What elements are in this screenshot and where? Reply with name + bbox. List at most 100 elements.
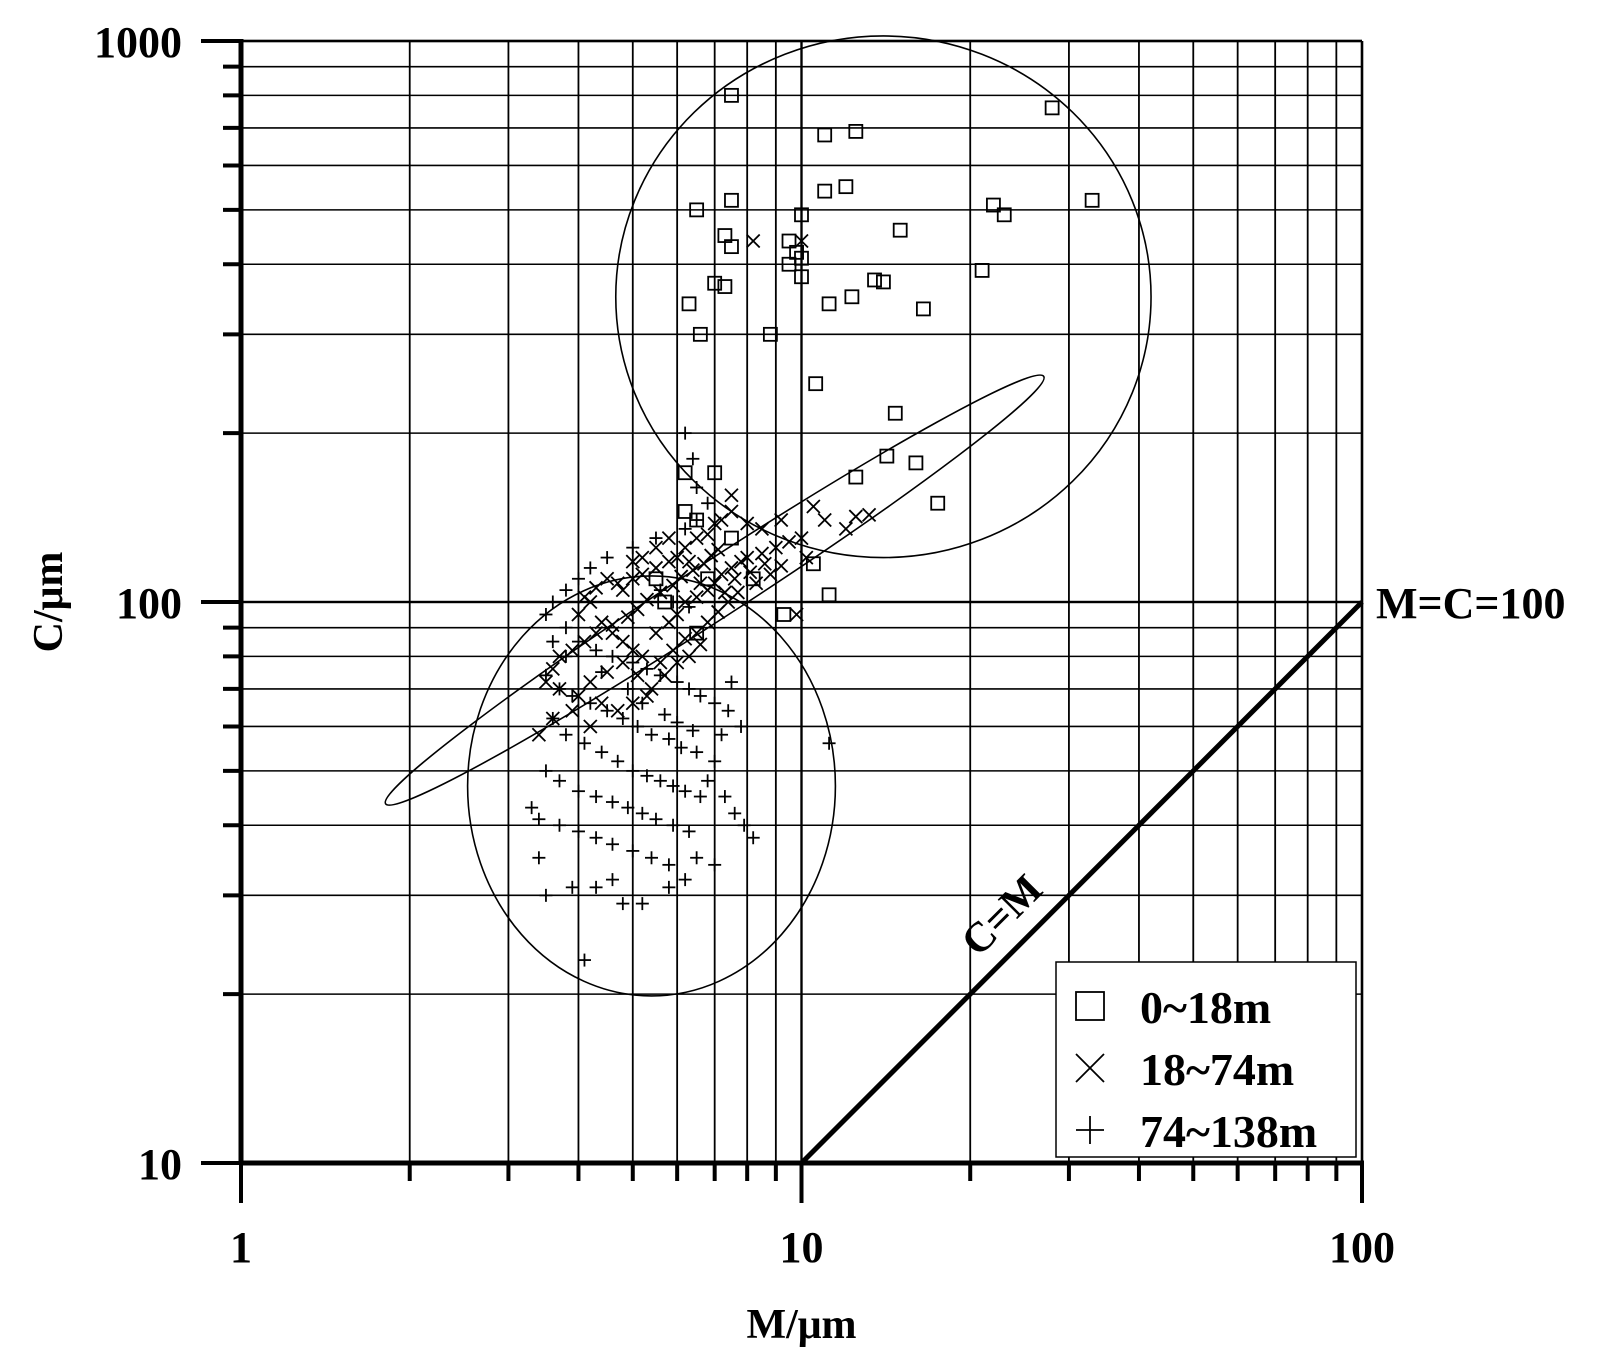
- point-x-stroke: [677, 594, 693, 610]
- point-x-stroke: [635, 649, 650, 664]
- point-plus: [616, 897, 630, 911]
- point-plus: [539, 888, 553, 902]
- point-x-stroke: [693, 576, 708, 591]
- point-plus: [552, 682, 566, 696]
- point-plus: [616, 711, 630, 725]
- point-square: [1075, 991, 1105, 1021]
- point-plus: [565, 880, 579, 894]
- point-square: [692, 326, 708, 342]
- point-x: [794, 233, 809, 249]
- legend-label: 0~18m: [1140, 982, 1271, 1033]
- point-x-stroke: [620, 609, 635, 625]
- point-x: [789, 607, 804, 622]
- point-square: [762, 326, 778, 342]
- point-plus: [626, 656, 640, 670]
- point-x-stroke: [693, 637, 708, 652]
- point-x-stroke: [588, 626, 604, 641]
- point-x-stroke: [689, 530, 704, 546]
- point-plus: [546, 595, 560, 609]
- cluster-ellipse: [466, 575, 837, 997]
- point-x-stroke: [648, 626, 664, 641]
- point-x: [689, 590, 704, 605]
- point-plus: [690, 745, 704, 759]
- point-plus: [701, 774, 715, 788]
- point-x-stroke: [615, 634, 630, 649]
- point-plus: [682, 682, 696, 696]
- point-square: [781, 233, 797, 249]
- point-plus: [708, 858, 722, 872]
- point-x-stroke: [577, 590, 592, 605]
- point-x-stroke: [724, 504, 739, 519]
- point-x-stroke: [588, 580, 604, 595]
- c-equals-m-line: [799, 600, 1364, 1165]
- point-plus: [577, 736, 591, 750]
- point-plus: [559, 728, 573, 742]
- point-square: [794, 207, 809, 223]
- point-x-stroke: [740, 516, 755, 531]
- point-plus: [595, 665, 609, 679]
- point-x-stroke: [630, 668, 645, 683]
- point-x: [707, 516, 722, 531]
- point-plus: [539, 764, 553, 778]
- point-square: [848, 469, 864, 485]
- m-equals-c-100-label: M=C=100: [1376, 579, 1565, 628]
- point-x-stroke: [571, 607, 586, 622]
- point-square: [677, 465, 693, 481]
- point-x-stroke: [681, 554, 697, 569]
- point-plus: [571, 784, 585, 798]
- point-x: [774, 558, 789, 573]
- point-x: [677, 540, 693, 555]
- point-plus: [666, 818, 680, 832]
- point-square: [838, 179, 854, 195]
- point-x-stroke: [615, 655, 630, 670]
- point-x-stroke: [724, 488, 739, 503]
- point-plus: [631, 719, 645, 733]
- point-square: [879, 448, 895, 464]
- point-plus: [670, 675, 684, 689]
- point-x: [727, 571, 742, 586]
- point-x-stroke: [648, 540, 664, 555]
- point-x: [1075, 1053, 1105, 1083]
- point-x-stroke: [625, 696, 640, 711]
- cluster-ellipse: [614, 35, 1152, 559]
- point-plus: [583, 561, 597, 575]
- point-plus: [746, 831, 760, 845]
- point-plus: [532, 851, 546, 865]
- point-x: [681, 649, 697, 664]
- point-plus: [670, 715, 684, 729]
- cluster-ellipse: [384, 374, 1045, 806]
- point-x: [724, 560, 739, 576]
- point-x-stroke: [605, 617, 620, 633]
- point-plus: [546, 711, 560, 725]
- point-x: [700, 527, 715, 542]
- point-x: [625, 554, 640, 569]
- series-plus: [525, 426, 836, 967]
- point-x-stroke: [677, 540, 693, 555]
- point-plus: [577, 953, 591, 967]
- point-x-stroke: [644, 681, 659, 697]
- point-x-stroke: [599, 571, 615, 586]
- point-plus: [605, 795, 619, 809]
- point-plus: [600, 704, 614, 718]
- point-x: [768, 540, 783, 555]
- point-x-stroke: [848, 509, 863, 524]
- point-x: [799, 550, 814, 565]
- point-x: [670, 607, 685, 622]
- legend-label: 18~74m: [1140, 1044, 1294, 1095]
- point-x-stroke: [707, 576, 722, 591]
- point-x-stroke: [625, 554, 640, 569]
- point-plus: [666, 779, 680, 793]
- point-x: [605, 617, 620, 633]
- point-plus: [649, 531, 663, 545]
- point-plus: [724, 675, 738, 689]
- point-x: [653, 655, 668, 670]
- point-x-stroke: [700, 527, 715, 542]
- point-x: [740, 550, 755, 565]
- point-x-stroke: [817, 512, 832, 528]
- point-x: [648, 560, 664, 576]
- point-square: [1084, 192, 1100, 208]
- point-plus: [708, 754, 722, 768]
- point-x-stroke: [565, 703, 580, 718]
- point-x-stroke: [799, 550, 814, 565]
- point-x-stroke: [710, 542, 726, 557]
